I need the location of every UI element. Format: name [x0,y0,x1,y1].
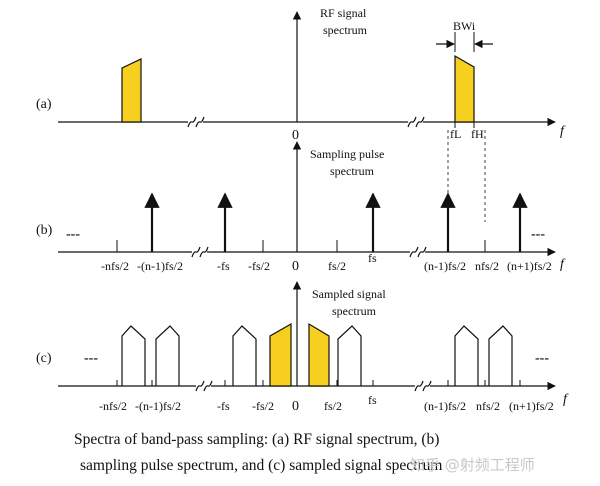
panel-c-label-4: -fs/2 [252,399,274,413]
panel-c-label-6: fs [368,393,377,407]
caption-line2: sampling pulse spectrum, and (c) sampled… [80,457,442,474]
panel-c-axis-break-right [414,380,432,392]
panel-c-label-2: -(n-1)fs/2 [135,399,181,413]
replica-mid-left [232,325,257,386]
baseband-band-negative [269,322,292,387]
panel-c-label-1: -nfs/2 [99,399,127,413]
panel-c-ellipsis-left: --- [84,351,98,366]
panel-b-axis-break-left [191,246,209,258]
panel-c-label-3: -fs [217,399,230,413]
replica-left-b [155,325,180,386]
replica-mid-right [337,325,362,386]
panel-b-label-5: fs/2 [328,259,346,273]
panel-b-title-line2: spectrum [330,164,375,178]
panel-c-tag: (c) [36,351,52,366]
panel-c: (c) --- --- Sampled signal spectrum 0 f [36,281,569,414]
panel-a-axis-var: f [560,124,566,139]
panel-b-label-6: fs [368,251,377,265]
f-low-label: fL [450,127,461,141]
panel-b-label-9: (n+1)fs/2 [507,259,552,273]
panel-b-label-7: (n-1)fs/2 [424,259,466,273]
panel-a-positive-band [454,54,475,123]
panel-b-label-4: -fs/2 [248,259,270,273]
panel-b-axis-var: f [560,257,566,272]
panel-a-tag: (a) [36,97,52,112]
panel-c-axis-break-left [195,380,213,392]
panel-b-tag: (b) [36,223,53,238]
panel-b: (b) --- --- Sampling pulse spectrum 0 f … [36,141,566,274]
watermark: 知乎 @射频工程师 [410,456,535,474]
caption-line1: Spectra of band-pass sampling: (a) RF si… [74,431,439,448]
panel-c-label-7: (n-1)fs/2 [424,399,466,413]
panel-b-origin: 0 [292,259,299,274]
bandwidth-label: BWi [453,19,476,33]
panel-c-label-8: nfs/2 [476,399,500,413]
replica-left-a [121,325,146,386]
panel-b-ellipsis-right: --- [531,227,545,242]
panel-c-axis-var: f [563,392,569,407]
panel-b-label-2: -(n-1)fs/2 [137,259,183,273]
panel-c-label-9: (n+1)fs/2 [509,399,554,413]
panel-a: (a) RF signal spectrum 0 f BWi fL fH [36,6,566,222]
panel-c-title-line2: spectrum [332,304,377,318]
panel-b-axis-break-right [409,246,427,258]
panel-a-axis-break-left [187,116,205,128]
panel-c-origin: 0 [292,399,299,414]
replica-right-b [488,325,513,386]
panel-c-ellipsis-right: --- [535,351,549,366]
panel-a-title-line1: RF signal [320,6,367,20]
f-high-label: fH [471,127,484,141]
panel-b-label-1: -nfs/2 [101,259,129,273]
baseband-band-positive [308,322,330,387]
replica-right-a [454,325,479,386]
panel-b-title-line1: Sampling pulse [310,147,384,161]
panel-b-ellipsis-left: --- [66,227,80,242]
panel-b-label-3: -fs [217,259,230,273]
panel-a-origin: 0 [292,128,299,143]
panel-c-label-5: fs/2 [324,399,342,413]
panel-a-negative-band [121,58,142,123]
panel-a-title-line2: spectrum [323,23,368,37]
panel-c-title-line1: Sampled signal [312,287,386,301]
panel-a-axis-break-right [407,116,425,128]
panel-b-label-8: nfs/2 [475,259,499,273]
